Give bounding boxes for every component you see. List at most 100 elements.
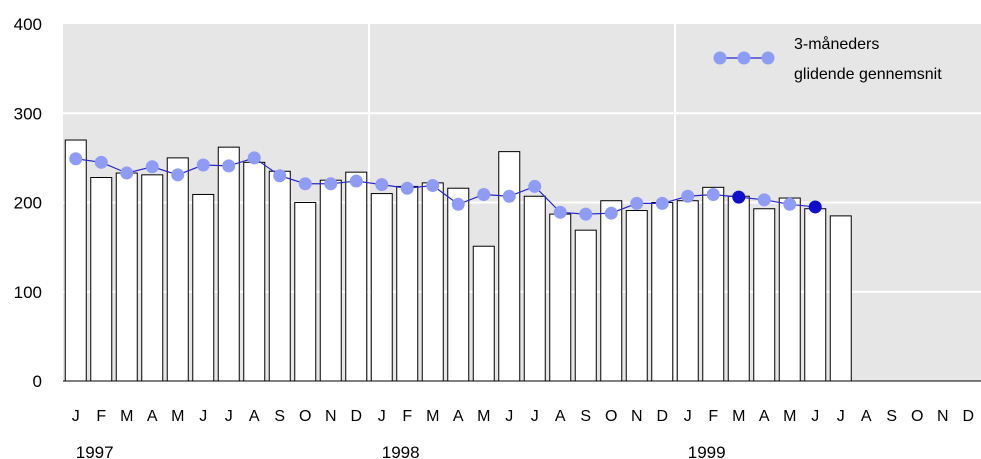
bar (523, 195, 546, 382)
bar (268, 170, 291, 382)
bar (370, 193, 393, 382)
x-tick-label: J (811, 408, 819, 425)
bar (243, 161, 266, 382)
x-tick-label: J (72, 408, 80, 425)
moving-average-point (273, 169, 287, 183)
bar (625, 210, 648, 382)
bar (804, 208, 827, 382)
x-tick-label: A (861, 408, 872, 425)
x-tick-label: A (759, 408, 770, 425)
x-tick-label: D (656, 408, 668, 425)
x-tick-label: S (886, 408, 897, 425)
x-tick-label: M (732, 408, 745, 425)
moving-average-point (757, 193, 771, 207)
moving-average-point (706, 187, 720, 201)
grid-lines (63, 24, 981, 381)
bar (166, 157, 189, 382)
y-tick-label: 400 (14, 15, 42, 34)
moving-average-point (196, 158, 210, 172)
bar (90, 177, 113, 382)
moving-average-point (502, 189, 516, 203)
y-tick-label: 0 (33, 372, 42, 391)
x-tick-label: N (937, 408, 949, 425)
moving-average-point (69, 152, 83, 166)
moving-average-point (247, 151, 261, 165)
y-axis-ticks: 0 100 200 300 400 (14, 15, 42, 391)
legend-label-line1: 3-måneders (794, 35, 879, 53)
year-label: 1999 (688, 443, 726, 459)
x-tick-label: A (249, 408, 260, 425)
x-tick-label: D (350, 408, 362, 425)
moving-average-point (349, 174, 363, 188)
moving-average-point (145, 160, 159, 174)
bar (778, 197, 801, 382)
bar (829, 215, 852, 382)
legend-marker (713, 51, 727, 65)
bar (141, 174, 164, 382)
moving-average-point (426, 179, 440, 193)
moving-average-series (69, 151, 822, 221)
x-tick-label: N (325, 408, 337, 425)
x-tick-label: M (783, 408, 796, 425)
x-tick-label: J (531, 408, 539, 425)
x-tick-label: F (96, 408, 106, 425)
moving-average-point-highlighted (808, 200, 822, 214)
x-tick-label: M (426, 408, 439, 425)
legend-label-line2: glidende gennemsnit (794, 66, 942, 83)
year-label: 1997 (76, 443, 114, 459)
moving-average-point (630, 196, 644, 210)
moving-average-point (579, 207, 593, 221)
bar (319, 179, 342, 382)
moving-average-point (120, 166, 134, 180)
moving-average-point (324, 177, 338, 191)
moving-average-point (222, 159, 236, 173)
x-tick-label: J (378, 408, 386, 425)
x-tick-label: A (555, 408, 566, 425)
moving-average-point (451, 197, 465, 211)
bar (498, 151, 521, 382)
x-tick-label: J (225, 408, 233, 425)
moving-average-point (681, 189, 695, 203)
x-tick-label: O (605, 408, 617, 425)
bar (753, 208, 776, 382)
x-tick-label: J (199, 408, 207, 425)
moving-average-point (783, 197, 797, 211)
y-tick-label: 200 (14, 194, 42, 213)
x-tick-label: J (837, 408, 845, 425)
bar (192, 193, 215, 382)
moving-average-point-highlighted (732, 190, 746, 204)
x-tick-label: M (171, 408, 184, 425)
moving-average-point (375, 178, 389, 192)
bar (727, 195, 750, 382)
x-tick-label: O (911, 408, 923, 425)
legend-marker (737, 51, 751, 65)
moving-average-point (400, 181, 414, 195)
moving-average-point (171, 168, 185, 182)
bar (345, 171, 368, 382)
moving-average-point (528, 179, 542, 193)
bar (115, 172, 138, 382)
x-tick-label: D (962, 408, 974, 425)
y-tick-label: 300 (14, 104, 42, 123)
bar (396, 185, 419, 382)
x-tick-label: J (505, 408, 513, 425)
moving-average-point (655, 196, 669, 210)
bar (600, 200, 623, 382)
bar (217, 146, 240, 382)
x-tick-label: S (274, 408, 285, 425)
x-tick-label: M (477, 408, 490, 425)
bar (472, 245, 495, 382)
moving-average-point (477, 187, 491, 201)
bar (64, 139, 87, 382)
x-tick-label: A (453, 408, 464, 425)
bar (702, 186, 725, 382)
x-tick-label: A (147, 408, 158, 425)
legend-marker (761, 51, 775, 65)
moving-average-point (94, 155, 108, 169)
bar (447, 187, 470, 382)
x-tick-label: O (299, 408, 311, 425)
bar (549, 213, 572, 382)
x-tick-label: N (631, 408, 643, 425)
